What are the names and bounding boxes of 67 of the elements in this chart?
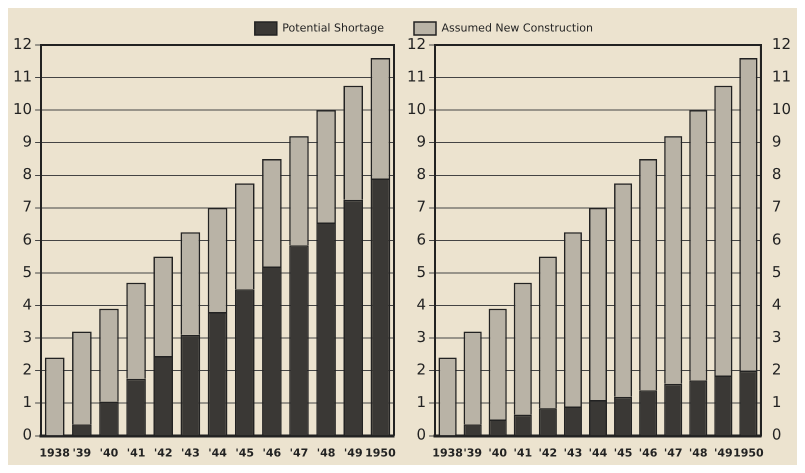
x-tick-label: '44 [208, 446, 228, 460]
y-tick-label: 1 [22, 393, 32, 412]
y-tick-label: 4 [416, 295, 426, 314]
x-tick-label: '46 [638, 446, 658, 460]
y-tick-label: 12 [12, 34, 32, 53]
y-tick-label: 8 [416, 165, 426, 184]
y-tick-label: 1 [416, 393, 426, 412]
x-tick-label: '42 [538, 446, 558, 460]
y-tick-label: 3 [22, 328, 32, 346]
y-tick-label: 5 [416, 262, 426, 281]
y-tick-label: 2 [22, 360, 32, 379]
x-tick-label: '45 [614, 446, 632, 460]
y2-tick-label: 2 [772, 360, 782, 379]
x-tick-label: '48 [316, 446, 336, 460]
y2-tick-label: 12 [772, 34, 792, 53]
y-tick-label: 6 [416, 230, 426, 248]
x-tick-label: '45 [235, 446, 254, 460]
y2-tick-label: 11 [772, 67, 792, 86]
y-tick-label: 7 [416, 198, 426, 216]
y-tick-label: 6 [22, 230, 32, 248]
x-tick-label: '47 [664, 446, 683, 460]
y2-tick-label: 9 [772, 132, 782, 151]
y-tick-label: 2 [416, 360, 426, 379]
x-tick-label: '46 [262, 446, 282, 460]
x-tick-label: '43 [181, 446, 200, 460]
y-tick-label: 9 [416, 132, 426, 151]
y-tick-label: 12 [406, 34, 426, 53]
y2-tick-label: 1 [772, 393, 782, 412]
y2-tick-label: 3 [772, 328, 782, 346]
y-tick-label: 10 [12, 100, 32, 118]
legend-label: Assumed New Construction [442, 21, 593, 34]
y-tick-label: 0 [416, 426, 426, 444]
y2-tick-label: 8 [772, 165, 782, 184]
x-tick-label: '47 [290, 446, 308, 460]
x-tick-label: '39 [72, 446, 92, 460]
x-tick-label: '41 [513, 446, 532, 460]
x-tick-label: 1938 [432, 446, 463, 460]
y-tick-label: 11 [12, 67, 32, 86]
legend-label: Potential Shortage [282, 21, 384, 34]
y2-tick-label: 6 [772, 230, 782, 248]
y-tick-label: 9 [22, 132, 32, 151]
y2-tick-label: 10 [772, 100, 792, 118]
x-tick-label: '49 [344, 446, 363, 460]
y-tick-label: 3 [416, 328, 426, 346]
x-tick-label: '42 [154, 446, 173, 460]
x-tick-label: 1950 [733, 446, 764, 460]
x-tick-label: '49 [714, 446, 733, 460]
y2-tick-label: 7 [772, 198, 782, 216]
x-tick-label: '40 [488, 446, 508, 460]
x-tick-label: '48 [688, 446, 708, 460]
y2-tick-label: 0 [772, 426, 782, 444]
y2-tick-label: 5 [772, 262, 782, 281]
x-tick-label: '40 [100, 446, 119, 460]
y-tick-label: 0 [22, 426, 32, 444]
x-tick-label: '43 [564, 446, 582, 460]
x-tick-label: '44 [588, 446, 608, 460]
y-tick-label: 4 [22, 295, 32, 314]
y-tick-label: 8 [22, 165, 32, 184]
y2-tick-label: 4 [772, 295, 782, 314]
x-tick-label: '39 [463, 446, 482, 460]
y-tick-label: 11 [406, 67, 426, 86]
x-tick-label: '41 [126, 446, 146, 460]
y-tick-label: 5 [22, 262, 32, 281]
y-tick-label: 7 [22, 198, 32, 216]
x-tick-label: 1950 [365, 446, 396, 460]
x-tick-label: 1938 [39, 446, 70, 460]
y-tick-label: 10 [406, 100, 426, 118]
